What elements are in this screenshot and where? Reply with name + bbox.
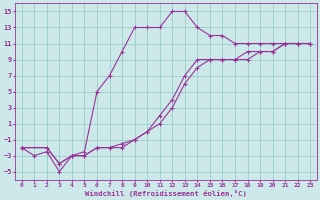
X-axis label: Windchill (Refroidissement éolien,°C): Windchill (Refroidissement éolien,°C) [85, 190, 247, 197]
